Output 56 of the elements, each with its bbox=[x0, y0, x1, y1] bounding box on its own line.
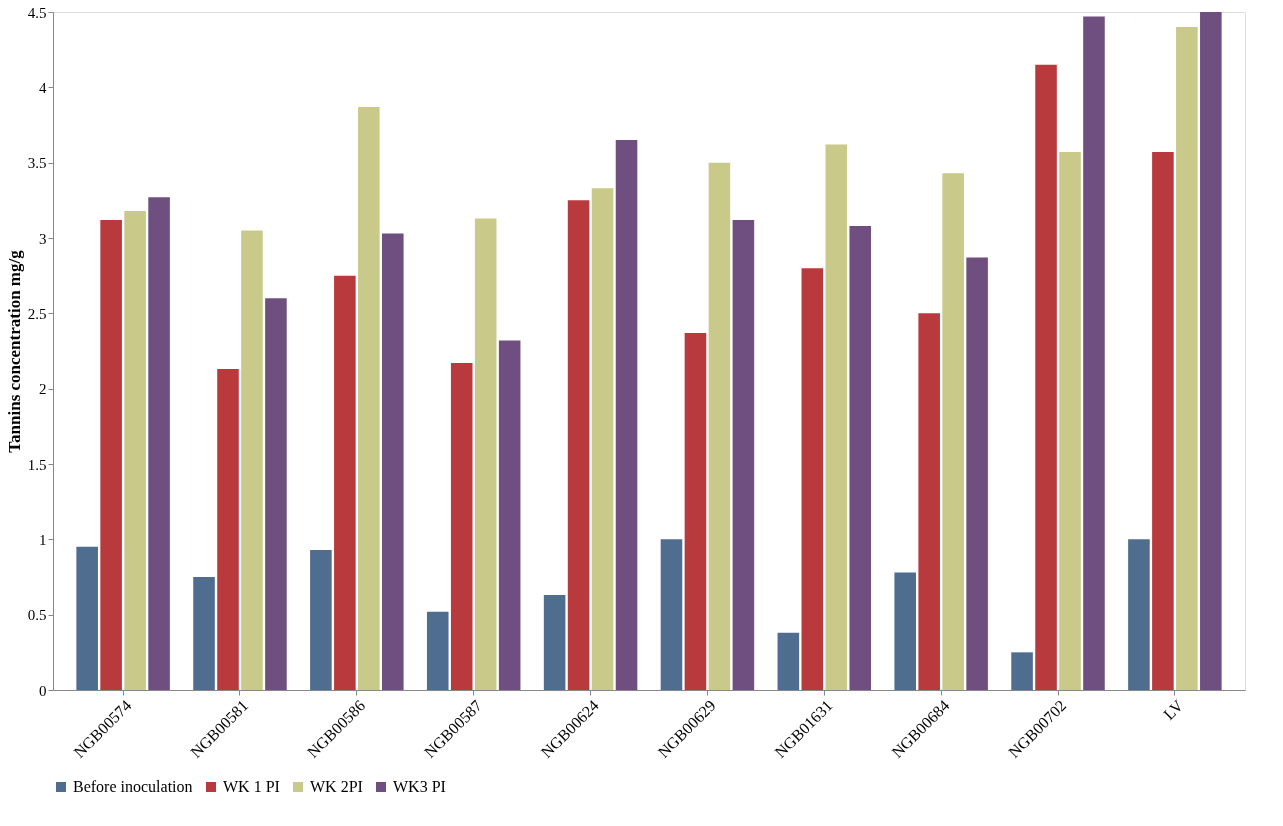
bar bbox=[334, 275, 356, 690]
y-tick-label: 2 bbox=[39, 381, 47, 398]
bar bbox=[615, 140, 638, 690]
bar bbox=[708, 162, 731, 690]
bar bbox=[358, 106, 380, 690]
bar bbox=[76, 546, 98, 690]
bar bbox=[543, 595, 566, 690]
bar bbox=[849, 225, 872, 690]
bar bbox=[1152, 152, 1174, 690]
legend-label: WK 2PI bbox=[310, 778, 363, 795]
y-tick-label: 4 bbox=[39, 79, 47, 96]
y-tick-label: 0.5 bbox=[27, 607, 47, 624]
bar bbox=[382, 233, 404, 690]
legend-label: WK 1 PI bbox=[223, 778, 280, 795]
bar bbox=[567, 200, 590, 690]
y-tick-label: 0 bbox=[39, 682, 47, 699]
legend-label: WK3 PI bbox=[393, 778, 446, 795]
bar bbox=[1083, 16, 1105, 690]
bar bbox=[474, 218, 497, 690]
y-tick-label: 4.5 bbox=[27, 4, 47, 21]
bar bbox=[918, 313, 940, 690]
bar bbox=[241, 230, 263, 690]
bar bbox=[825, 144, 848, 690]
bar bbox=[1128, 539, 1150, 690]
bar bbox=[148, 197, 170, 690]
bar bbox=[1059, 152, 1081, 690]
y-tick-label: 1 bbox=[39, 531, 47, 548]
y-axis-title: Tannins concentration mg/g bbox=[4, 249, 24, 453]
bar bbox=[100, 219, 122, 690]
bar bbox=[801, 268, 824, 690]
bar bbox=[498, 340, 521, 690]
bar bbox=[966, 257, 988, 690]
bar bbox=[217, 369, 239, 690]
bar bbox=[1200, 12, 1222, 690]
bar bbox=[450, 363, 473, 690]
legend-label: Before inoculation bbox=[73, 778, 193, 795]
bar bbox=[1035, 64, 1057, 690]
bar bbox=[732, 219, 755, 690]
bar bbox=[942, 173, 964, 690]
bar bbox=[310, 549, 332, 690]
bar bbox=[193, 577, 215, 690]
bar bbox=[124, 210, 146, 690]
bar bbox=[660, 539, 683, 690]
bar bbox=[684, 332, 707, 690]
x-tick-label: LV bbox=[1160, 696, 1187, 723]
y-tick-label: 1.5 bbox=[27, 456, 47, 473]
bar bbox=[265, 298, 287, 690]
bar bbox=[1011, 652, 1033, 690]
bar bbox=[777, 632, 800, 690]
y-tick-label: 2.5 bbox=[27, 305, 47, 322]
bar bbox=[1176, 27, 1198, 690]
bar bbox=[894, 572, 916, 690]
bar bbox=[426, 611, 449, 690]
y-tick-label: 3 bbox=[39, 230, 47, 247]
y-tick-label: 3.5 bbox=[27, 155, 47, 172]
bar bbox=[591, 188, 614, 690]
